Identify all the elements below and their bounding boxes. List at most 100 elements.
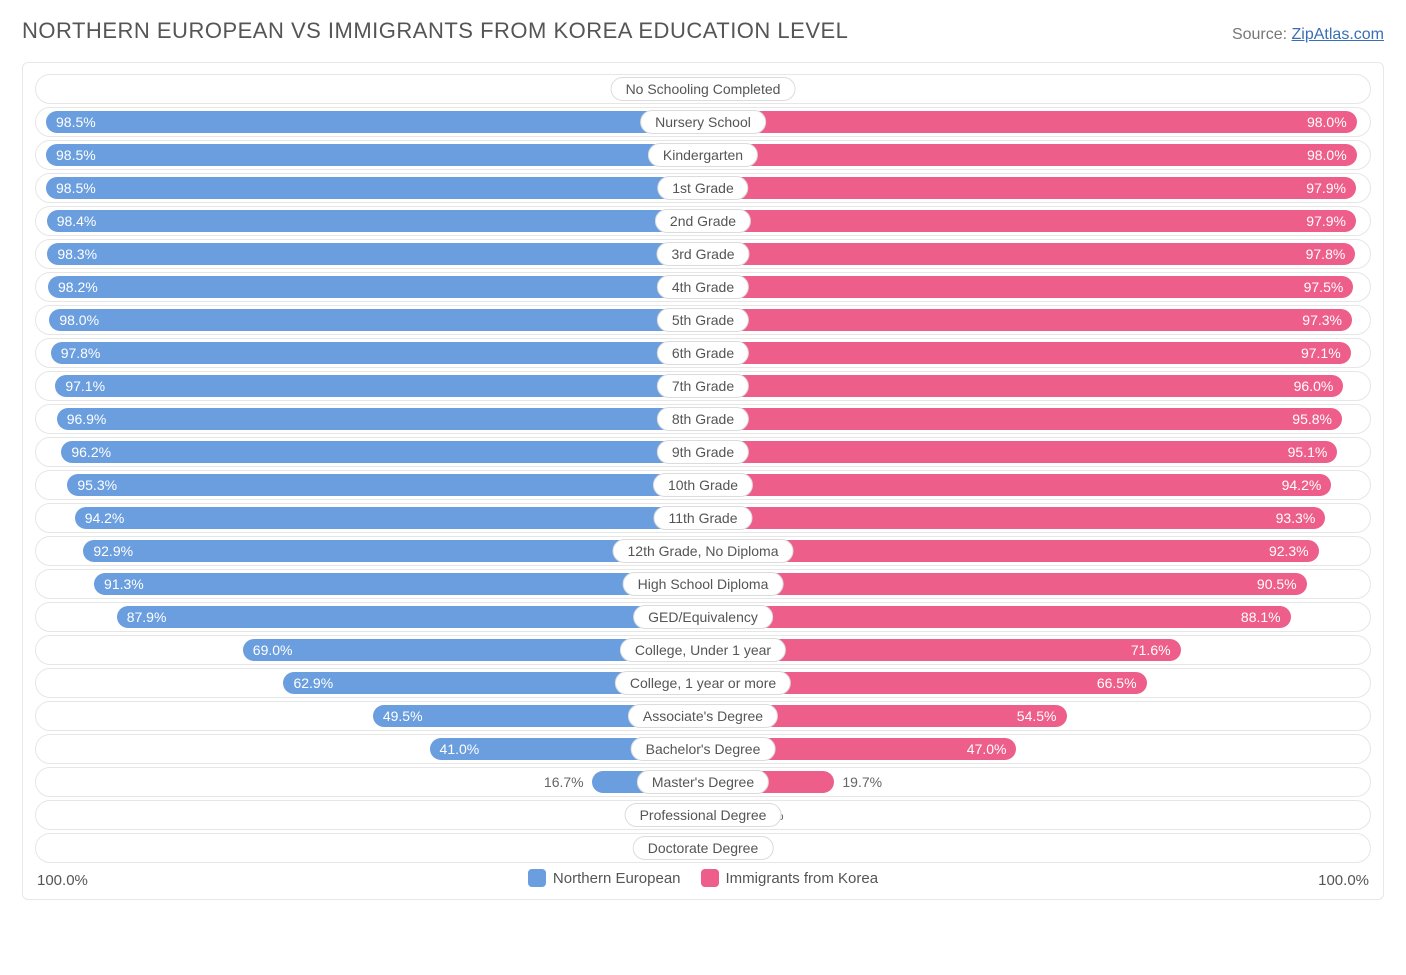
chart-row: 87.9%88.1%GED/Equivalency: [35, 602, 1371, 632]
chart-row: 92.9%92.3%12th Grade, No Diploma: [35, 536, 1371, 566]
category-label: 2nd Grade: [655, 209, 751, 233]
category-label: 6th Grade: [657, 341, 749, 365]
left-half: 62.9%: [36, 669, 703, 697]
left-half: 91.3%: [36, 570, 703, 598]
chart-footer: 100.0% Northern European Immigrants from K…: [37, 869, 1369, 891]
category-label: College, Under 1 year: [620, 638, 786, 662]
right-half: 96.0%: [703, 372, 1370, 400]
left-bar: 87.9%: [117, 606, 703, 628]
chart-row: 2.2%2.6%Doctorate Degree: [35, 833, 1371, 863]
left-bar: 95.3%: [67, 474, 703, 496]
category-label: Bachelor's Degree: [631, 737, 776, 761]
left-half: 41.0%: [36, 735, 703, 763]
category-label: 11th Grade: [653, 506, 752, 530]
right-bar: 98.0%: [703, 111, 1357, 133]
category-label: 10th Grade: [653, 473, 753, 497]
legend-left: Northern European: [528, 869, 681, 887]
category-label: Professional Degree: [625, 803, 782, 827]
right-half: 94.2%: [703, 471, 1370, 499]
right-half: 98.0%: [703, 141, 1370, 169]
category-label: 5th Grade: [657, 308, 749, 332]
left-half: 97.1%: [36, 372, 703, 400]
left-half: 96.9%: [36, 405, 703, 433]
category-label: 8th Grade: [657, 407, 749, 431]
right-half: 66.5%: [703, 669, 1370, 697]
left-bar: 97.8%: [51, 342, 703, 364]
legend-right-label: Immigrants from Korea: [726, 870, 879, 887]
left-half: 98.2%: [36, 273, 703, 301]
right-half: 97.9%: [703, 207, 1370, 235]
right-half: 2.0%: [703, 75, 1370, 103]
right-bar: 94.2%: [703, 474, 1331, 496]
chart-row: 98.3%97.8%3rd Grade: [35, 239, 1371, 269]
source-attribution: Source: ZipAtlas.com: [1232, 26, 1384, 44]
category-label: College, 1 year or more: [615, 671, 791, 695]
left-bar: 98.2%: [48, 276, 703, 298]
category-label: GED/Equivalency: [633, 605, 773, 629]
header: NORTHERN EUROPEAN VS IMMIGRANTS FROM KOR…: [22, 18, 1384, 44]
left-half: 87.9%: [36, 603, 703, 631]
chart-row: 41.0%47.0%Bachelor's Degree: [35, 734, 1371, 764]
chart-row: 98.5%98.0%Kindergarten: [35, 140, 1371, 170]
right-half: 97.3%: [703, 306, 1370, 334]
left-half: 98.0%: [36, 306, 703, 334]
left-bar: 96.9%: [57, 408, 703, 430]
chart-row: 95.3%94.2%10th Grade: [35, 470, 1371, 500]
right-half: 92.3%: [703, 537, 1370, 565]
chart-row: 69.0%71.6%College, Under 1 year: [35, 635, 1371, 665]
right-value-label: 19.7%: [834, 768, 890, 796]
left-half: 1.6%: [36, 75, 703, 103]
left-half: 98.5%: [36, 174, 703, 202]
left-half: 2.2%: [36, 834, 703, 862]
chart-row: 94.2%93.3%11th Grade: [35, 503, 1371, 533]
category-label: No Schooling Completed: [611, 77, 796, 101]
source-link[interactable]: ZipAtlas.com: [1292, 26, 1384, 43]
right-half: 97.5%: [703, 273, 1370, 301]
left-bar: 92.9%: [83, 540, 703, 562]
right-bar: 97.9%: [703, 177, 1356, 199]
left-bar: 98.5%: [46, 177, 703, 199]
right-half: 47.0%: [703, 735, 1370, 763]
left-half: 98.4%: [36, 207, 703, 235]
diverging-bar-chart: 1.6%2.0%No Schooling Completed98.5%98.0%…: [22, 62, 1384, 900]
left-bar: 98.3%: [47, 243, 703, 265]
left-bar: 96.2%: [61, 441, 703, 463]
axis-left-label: 100.0%: [37, 872, 88, 889]
left-bar: 98.4%: [47, 210, 703, 232]
category-label: Kindergarten: [648, 143, 758, 167]
right-bar: 97.8%: [703, 243, 1355, 265]
left-half: 98.3%: [36, 240, 703, 268]
right-half: 88.1%: [703, 603, 1370, 631]
chart-row: 98.0%97.3%5th Grade: [35, 305, 1371, 335]
chart-row: 97.8%97.1%6th Grade: [35, 338, 1371, 368]
legend: Northern European Immigrants from Korea: [88, 869, 1318, 891]
left-half: 96.2%: [36, 438, 703, 466]
legend-left-label: Northern European: [553, 870, 681, 887]
chart-row: 62.9%66.5%College, 1 year or more: [35, 668, 1371, 698]
chart-row: 98.5%98.0%Nursery School: [35, 107, 1371, 137]
right-bar: 96.0%: [703, 375, 1343, 397]
category-label: Nursery School: [640, 110, 766, 134]
right-half: 19.7%: [703, 768, 1370, 796]
right-half: 6.1%: [703, 801, 1370, 829]
chart-row: 5.2%6.1%Professional Degree: [35, 800, 1371, 830]
legend-left-swatch: [528, 869, 546, 887]
right-half: 95.8%: [703, 405, 1370, 433]
right-half: 98.0%: [703, 108, 1370, 136]
left-half: 95.3%: [36, 471, 703, 499]
chart-row: 49.5%54.5%Associate's Degree: [35, 701, 1371, 731]
right-half: 93.3%: [703, 504, 1370, 532]
left-half: 94.2%: [36, 504, 703, 532]
legend-right-swatch: [701, 869, 719, 887]
right-bar: 97.9%: [703, 210, 1356, 232]
right-bar: 97.1%: [703, 342, 1351, 364]
left-bar: 97.1%: [55, 375, 703, 397]
left-half: 49.5%: [36, 702, 703, 730]
axis-right-label: 100.0%: [1318, 872, 1369, 889]
left-bar: 94.2%: [75, 507, 703, 529]
category-label: 4th Grade: [657, 275, 749, 299]
category-label: Doctorate Degree: [633, 836, 774, 860]
left-half: 98.5%: [36, 108, 703, 136]
category-label: Associate's Degree: [628, 704, 778, 728]
right-half: 2.6%: [703, 834, 1370, 862]
